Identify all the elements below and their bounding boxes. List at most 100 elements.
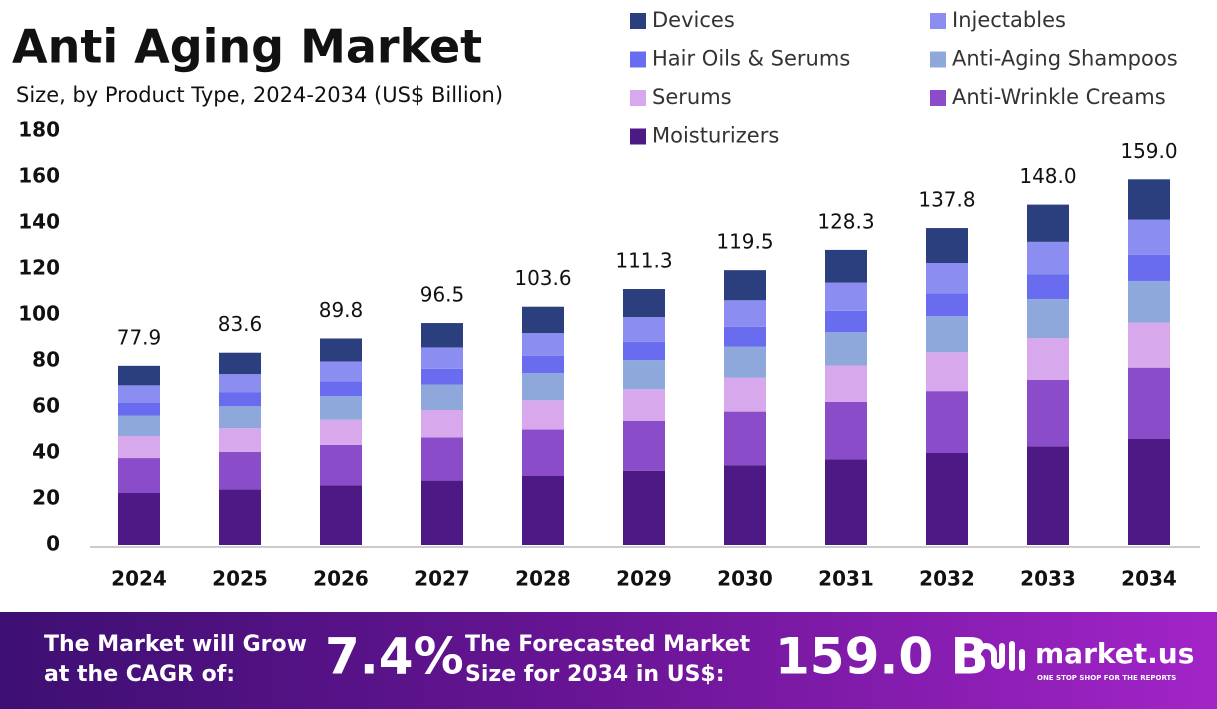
legend-label: Anti-Wrinkle Creams	[952, 85, 1166, 109]
bar-segment	[623, 420, 665, 471]
x-tick-label: 2032	[919, 567, 975, 591]
total-label: 148.0	[1019, 164, 1076, 188]
chart-title: Anti Aging Market	[12, 20, 482, 74]
legend-swatch	[930, 51, 946, 68]
total-label: 137.8	[918, 188, 975, 212]
bar-segment	[421, 347, 463, 369]
bar-segment	[522, 355, 564, 374]
bar-segment	[219, 392, 261, 407]
total-label: 111.3	[615, 249, 672, 273]
bar-segment	[118, 385, 160, 403]
bar-segment	[320, 338, 362, 362]
bar-segment	[219, 352, 261, 375]
bar-segment	[623, 470, 665, 545]
bar-segment	[1128, 254, 1170, 281]
bar-segment	[926, 293, 968, 317]
bar-segment	[421, 480, 463, 545]
bar-segment	[926, 453, 968, 545]
y-tick-label: 0	[46, 532, 60, 556]
bar-segment	[219, 406, 261, 429]
forecast-text: Size for 2034 in US$:	[465, 662, 725, 687]
bar-segment	[522, 306, 564, 334]
bar-segment	[724, 465, 766, 545]
bar-segment	[724, 411, 766, 466]
x-tick-label: 2024	[111, 567, 167, 591]
bar-segment	[421, 384, 463, 410]
bar-segment	[1027, 338, 1069, 380]
brand: market.us	[1035, 637, 1194, 670]
total-label: 83.6	[218, 312, 263, 336]
total-label: 119.5	[716, 230, 773, 254]
total-label: 96.5	[420, 283, 465, 307]
bar-segment	[623, 341, 665, 361]
bar-segment	[1128, 322, 1170, 368]
bar-segment	[118, 435, 160, 459]
bar-segment	[522, 333, 564, 356]
bar-segment	[1128, 367, 1170, 439]
chart-subtitle: Size, by Product Type, 2024-2034 (US$ Bi…	[16, 83, 503, 107]
bar-segment	[926, 316, 968, 353]
y-tick-label: 80	[32, 348, 60, 372]
bar-segment	[623, 289, 665, 318]
bar-segment	[1027, 299, 1069, 338]
bar-segment	[421, 323, 463, 348]
bar-segment	[623, 317, 665, 342]
x-tick-label: 2031	[818, 567, 874, 591]
bar-segment	[320, 381, 362, 397]
legend-swatch	[930, 90, 946, 106]
bar-segment	[118, 458, 160, 494]
bar-segment	[219, 374, 261, 393]
legend-label: Injectables	[952, 8, 1066, 32]
bar-segment	[219, 428, 261, 452]
x-tick-label: 2025	[212, 567, 268, 591]
bar-segment	[1027, 446, 1069, 545]
legend-swatch	[630, 13, 646, 29]
bar-segment	[522, 373, 564, 401]
legend-label: Moisturizers	[652, 124, 779, 148]
y-tick-label: 160	[18, 164, 60, 188]
legend-swatch	[930, 13, 946, 29]
bar-segment	[926, 228, 968, 264]
brand-logo	[975, 641, 1025, 671]
bar-segment	[118, 493, 160, 545]
y-tick-label: 20	[32, 486, 60, 510]
legend-swatch	[630, 90, 646, 106]
bar-segment	[724, 346, 766, 378]
bar-segment	[219, 451, 261, 490]
y-tick-label: 180	[18, 118, 60, 142]
x-tick-label: 2026	[313, 567, 369, 591]
y-tick-label: 40	[32, 440, 60, 464]
total-label: 77.9	[117, 325, 162, 349]
y-tick-label: 140	[18, 210, 60, 234]
total-label: 159.0	[1120, 139, 1177, 163]
bar-segment	[219, 489, 261, 545]
bar-segment	[118, 365, 160, 386]
bar-segment	[522, 400, 564, 430]
bar-segment	[724, 300, 766, 327]
bar-segment	[421, 409, 463, 438]
bar-segment	[1027, 379, 1069, 447]
bar-segment	[1128, 438, 1170, 545]
legend-swatch	[630, 128, 646, 145]
x-tick-label: 2034	[1121, 567, 1177, 591]
bar-segment	[926, 352, 968, 392]
bar-segment	[623, 360, 665, 390]
legend-label: Serums	[652, 85, 732, 109]
bar-segment	[825, 401, 867, 460]
bar-segment	[825, 332, 867, 366]
bar-segment	[825, 249, 867, 283]
bar-segment	[1128, 280, 1170, 323]
y-tick-label: 120	[18, 256, 60, 280]
bar-segment	[522, 429, 564, 476]
legend-label: Devices	[652, 8, 735, 32]
bar-segment	[724, 326, 766, 347]
bar-segment	[1027, 274, 1069, 300]
bar-segment	[825, 365, 867, 402]
x-tick-label: 2027	[414, 567, 470, 591]
total-label: 103.6	[514, 266, 571, 290]
bar-segment	[1027, 241, 1069, 275]
bar-segment	[1128, 179, 1170, 220]
cagr-text: at the CAGR of:	[44, 662, 235, 687]
legend-swatch	[630, 51, 646, 68]
